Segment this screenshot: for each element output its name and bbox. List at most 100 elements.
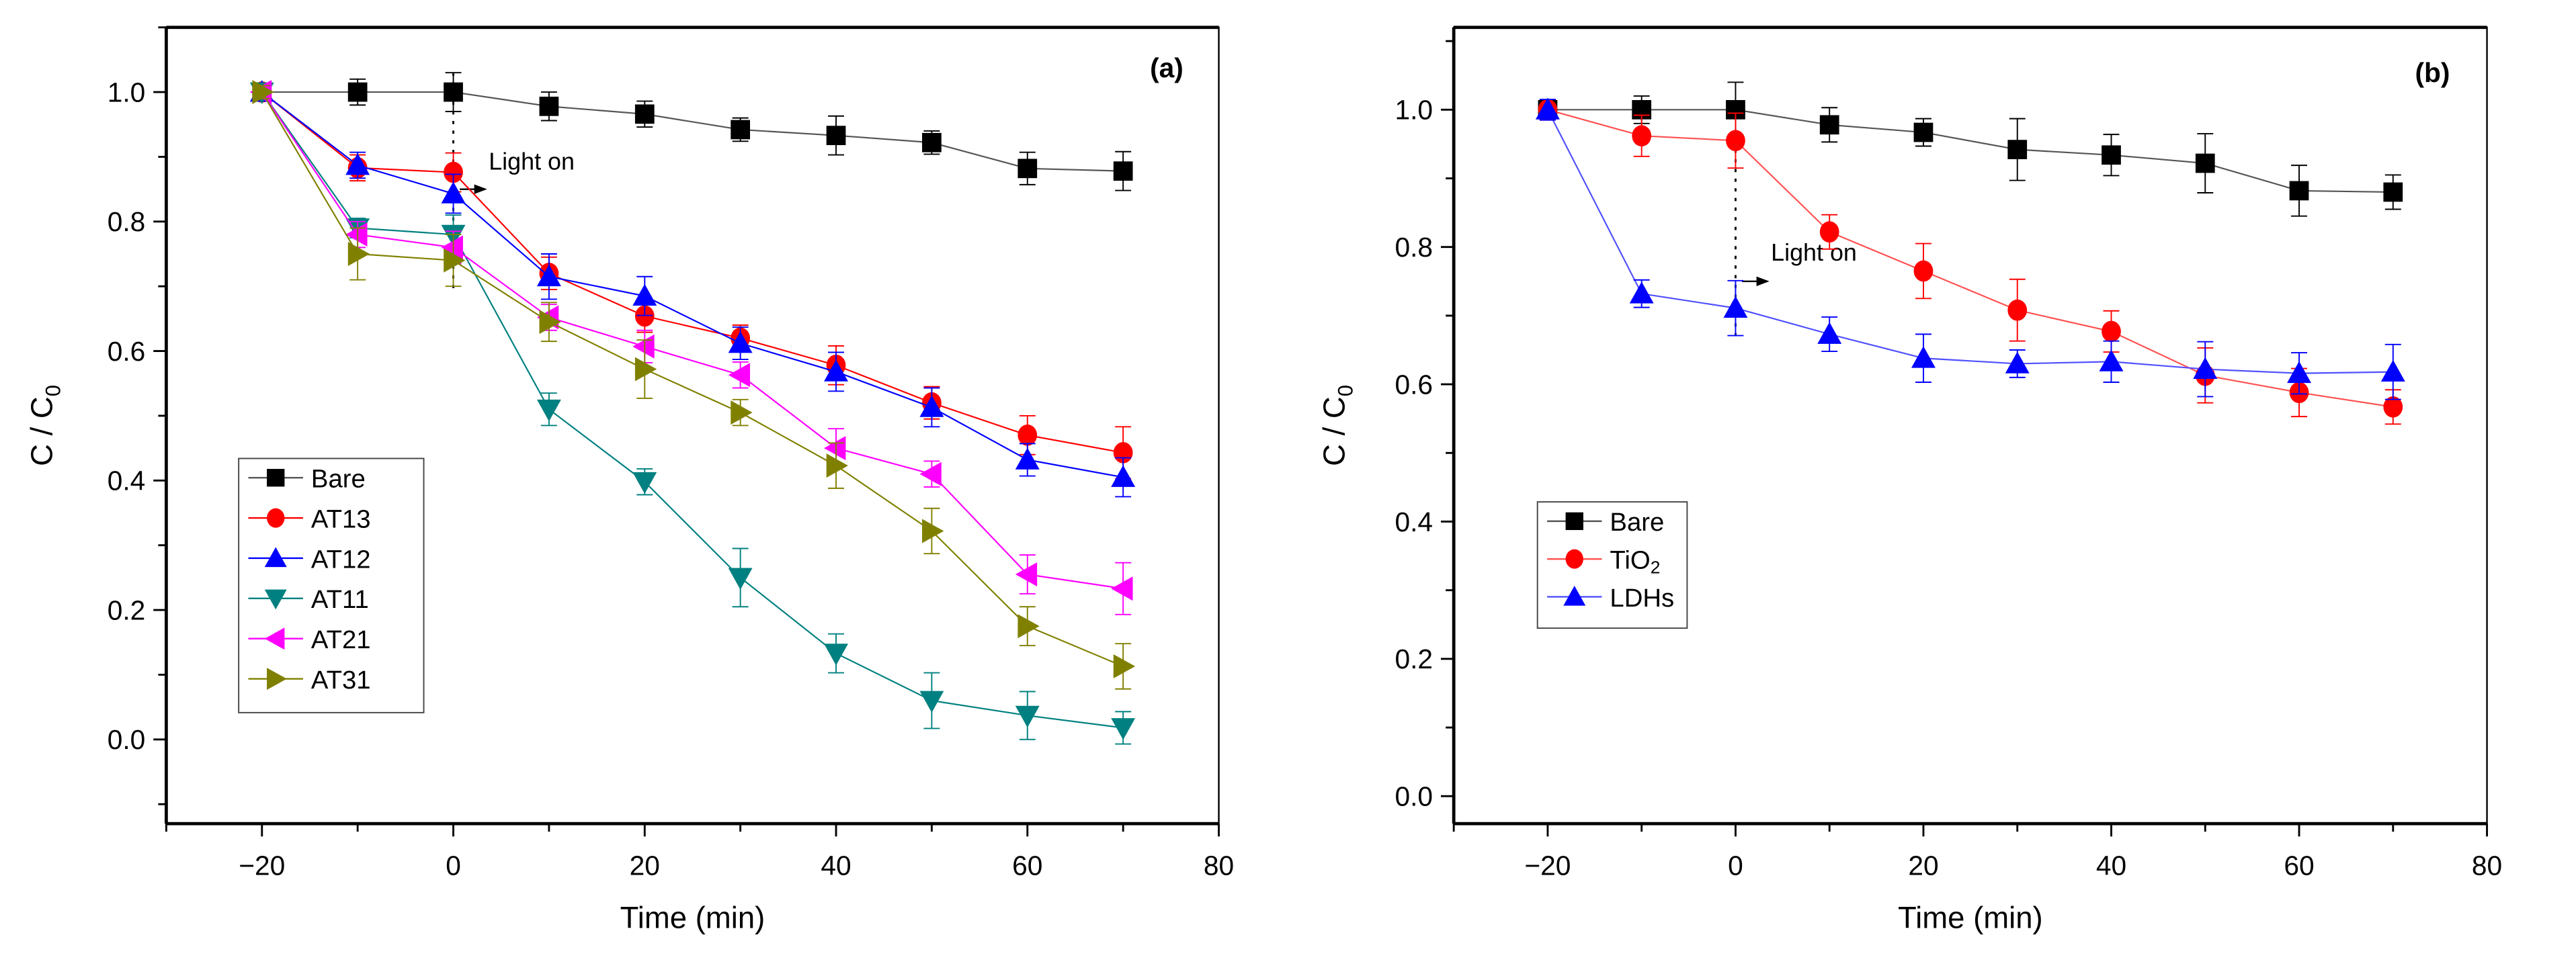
legend-label-text: AT31 [311,666,371,695]
data-point [634,305,655,327]
y-tick-label: 0.4 [108,466,146,496]
legend-marker [264,627,285,650]
legend-marker [267,469,285,487]
y-tick-label: 0.2 [1395,644,1433,674]
y-tick-label: 1.0 [1395,95,1433,126]
y-tick-label: 0.4 [1395,506,1433,537]
data-point [1017,159,1038,179]
y-tick-label: 0.2 [108,594,146,625]
legend-marker [1565,512,1583,531]
data-point [1819,115,1839,135]
series-at31 [252,80,1136,690]
y-tick-label: 0.6 [108,336,146,367]
legend-label-text: TiO [1610,546,1650,575]
legend-label: LDHs [1610,584,1674,613]
y-axis-label-main: C / C [24,396,58,466]
data-point [1111,576,1133,601]
legend-label-text: AT12 [311,545,371,574]
series-tio2 [1538,99,2403,425]
data-point [2383,396,2403,418]
panel-label: (a) [1150,52,1183,83]
data-point [2193,357,2218,379]
data-point [1535,97,1560,120]
x-tick-label: 0 [446,850,461,881]
series-bare [1538,81,2403,217]
data-point [922,132,942,152]
data-point [2007,299,2028,321]
legend-marker [1565,549,1583,569]
data-point [2195,153,2215,173]
legend-label-text: AT13 [311,504,371,533]
legend-item-at13: AT13 [248,504,371,533]
data-point [632,472,657,494]
plot-frame [1452,26,2488,825]
y-tick-label: 0.8 [108,206,146,237]
data-point [1723,296,1748,318]
data-point [919,461,942,486]
data-point [2383,182,2403,202]
data-point [345,153,370,175]
panel-a-chart: −20 0 20 40 60 80 0.0 0.2 0.4 0.6 0.8 1.0 Time (min)… [24,26,1234,935]
data-point [1111,718,1136,740]
series-line [261,91,1124,729]
data-point [1913,122,1934,142]
y-tick-label: 0.8 [1395,232,1433,263]
data-point [922,519,944,543]
series-line [261,91,1124,453]
series-line [261,91,1124,478]
legend-label: Bare [1610,508,1664,537]
legend-label: AT11 [311,585,369,614]
x-tick-label: 60 [1012,850,1042,881]
y-tick-label: 1.0 [108,77,146,107]
data-point [1017,425,1038,446]
legend-label: AT12 [311,545,371,574]
y-tick-label: 0.0 [108,724,146,755]
data-point [634,357,657,382]
legend-marker [267,508,285,528]
data-point [1632,125,1652,146]
data-point [2102,145,2121,165]
legend-label: AT21 [311,625,371,654]
data-point [441,235,463,260]
data-point [728,568,753,590]
y-axis-label-subscript: 0 [41,385,65,396]
x-axis-label: Time (min) [620,901,765,935]
x-tick-label: 80 [1204,850,1234,881]
data-point [2289,181,2309,201]
legend-item-tio2: TiO2 [1547,546,1660,578]
series-line [261,91,1124,590]
series-line [1546,109,2393,374]
legend-label-text: Bare [1610,508,1664,537]
data-point [441,181,466,204]
y-tick-label: 0.0 [1395,781,1433,812]
legend-label-text: AT11 [311,585,369,614]
series-ldhs [1535,97,2405,400]
data-point [444,161,463,183]
data-point [826,453,848,478]
x-tick-label: 0 [1728,850,1743,881]
x-tick-label: 40 [821,850,851,881]
data-point [1913,260,1934,282]
series-at12 [249,80,1136,498]
y-tick-label: 0.6 [1395,369,1433,400]
y-axis-label-subscript: 0 [1333,385,1357,396]
data-point [1817,322,1842,344]
data-point [919,395,944,417]
legend-box [1536,501,1688,629]
data-point [731,120,751,140]
x-axis-label: Time (min) [1898,901,2043,935]
legend-marker [267,668,287,691]
data-point [1017,614,1040,639]
x-tick-label: −20 [239,850,285,881]
data-point [536,399,561,422]
y-axis-label: C / C0 [1317,385,1357,466]
data-point [919,691,944,713]
legend-item-ldhs: LDHs [1547,584,1674,613]
data-point [347,82,368,102]
data-point [2287,361,2311,384]
legend-label-text: AT21 [311,625,371,654]
light-on-arrow-head [474,184,487,194]
legend-item-at31: AT31 [248,666,371,695]
x-tick-label: 20 [1908,850,1938,881]
